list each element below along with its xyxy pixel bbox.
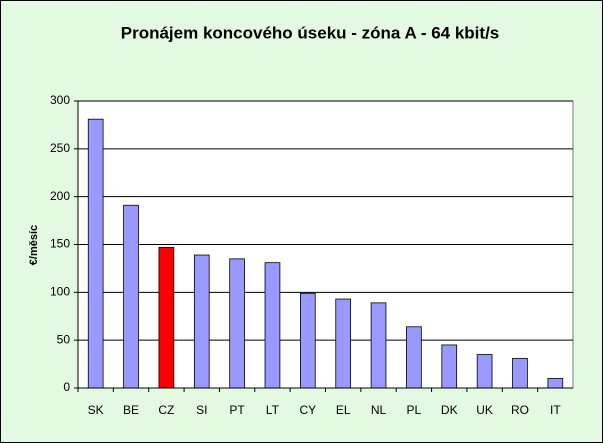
bar xyxy=(406,326,422,389)
y-tick-label: 50 xyxy=(57,332,71,346)
x-tick-label: SK xyxy=(88,403,104,417)
bar xyxy=(299,292,316,389)
x-tick-label: UK xyxy=(476,403,493,417)
bar xyxy=(193,254,210,389)
chart-title: Pronájem koncového úseku - zóna A - 64 k… xyxy=(121,23,500,42)
x-tick-label: PL xyxy=(407,403,422,417)
bar xyxy=(370,302,387,389)
bar xyxy=(158,246,175,389)
x-tick-label: CY xyxy=(299,403,316,417)
bar xyxy=(229,258,245,389)
bar xyxy=(547,378,564,389)
y-tick-label: 250 xyxy=(50,141,70,155)
y-axis-label: €/měsíc xyxy=(28,225,40,265)
bar xyxy=(476,354,493,389)
y-tick-label: 0 xyxy=(63,380,70,394)
y-tick-label: 150 xyxy=(50,237,70,251)
x-tick-label: LT xyxy=(266,403,280,417)
x-tick-label: IT xyxy=(550,403,561,417)
y-tick-label: 300 xyxy=(50,93,70,107)
x-tick-label: NL xyxy=(371,403,387,417)
bar xyxy=(87,118,104,389)
x-tick-label: CZ xyxy=(158,403,174,417)
bar xyxy=(441,344,458,389)
x-tick-label: SI xyxy=(196,403,207,417)
y-tick-label: 100 xyxy=(50,285,70,299)
x-tick-label: RO xyxy=(511,403,529,417)
x-tick-label: EL xyxy=(336,403,351,417)
bar xyxy=(335,298,352,389)
y-tick-label: 200 xyxy=(50,189,70,203)
x-tick-label: DK xyxy=(441,403,458,417)
x-tick-label: BE xyxy=(123,403,139,417)
bar xyxy=(264,262,281,389)
bar xyxy=(512,357,528,389)
bar xyxy=(123,204,139,389)
x-tick-label: PT xyxy=(229,403,245,417)
